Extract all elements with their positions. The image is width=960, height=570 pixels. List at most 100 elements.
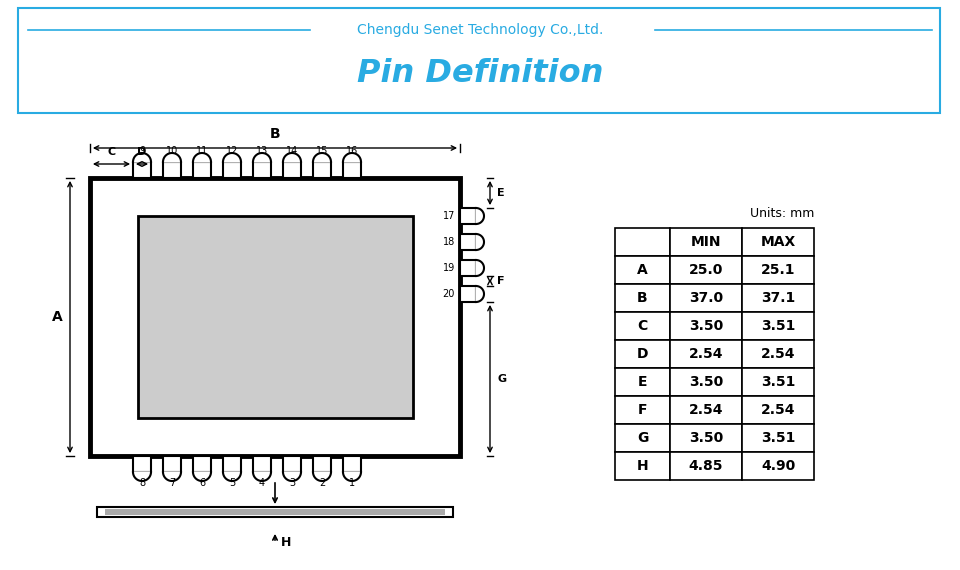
Text: 4: 4 [259,478,265,488]
Text: 25.0: 25.0 [689,263,723,277]
Polygon shape [283,153,301,162]
Text: Units: mm: Units: mm [750,207,814,220]
Bar [615,424,670,452]
Bar [313,162,331,178]
Bar [193,456,211,472]
Bar [460,260,476,276]
Bar [742,396,814,424]
Text: C: C [108,147,115,157]
Text: 2.54: 2.54 [688,347,723,361]
Bar [742,452,814,480]
Polygon shape [163,472,181,481]
Bar [615,452,670,480]
Bar [615,368,670,396]
Text: 37.1: 37.1 [761,291,795,305]
Text: 9: 9 [139,146,145,156]
Text: 15: 15 [316,146,328,156]
Polygon shape [476,208,484,224]
Bar [460,286,476,302]
Text: E: E [637,375,647,389]
Bar [138,216,413,418]
Polygon shape [343,472,361,481]
Text: 20: 20 [443,289,455,299]
Polygon shape [283,472,301,481]
Polygon shape [133,153,151,162]
Bar [670,424,742,452]
Bar [223,456,241,472]
Text: 5: 5 [228,478,235,488]
Polygon shape [313,472,331,481]
Bar [670,396,742,424]
Polygon shape [343,153,361,162]
Text: E: E [497,188,505,198]
Text: MAX: MAX [760,235,796,249]
Bar [133,456,151,472]
Bar [670,368,742,396]
Bar [253,456,271,472]
Bar [615,256,670,284]
Text: D: D [137,147,147,157]
Polygon shape [253,153,271,162]
Text: G: G [636,431,648,445]
Polygon shape [163,153,181,162]
Text: 25.1: 25.1 [760,263,795,277]
Polygon shape [223,153,241,162]
Bar [460,208,476,224]
Bar [163,456,181,472]
Text: 16: 16 [346,146,358,156]
Bar [742,228,814,256]
Bar [670,284,742,312]
Bar [283,162,301,178]
Text: 18: 18 [443,237,455,247]
Polygon shape [133,472,151,481]
Text: 3.50: 3.50 [689,431,723,445]
Polygon shape [476,286,484,302]
Text: 4.90: 4.90 [761,459,795,473]
Text: 14: 14 [286,146,299,156]
Text: 17: 17 [443,211,455,221]
Bar [343,456,361,472]
Bar [615,312,670,340]
Text: Pin Definition: Pin Definition [357,58,603,88]
Text: 8: 8 [139,478,145,488]
Text: 2.54: 2.54 [760,403,795,417]
Polygon shape [193,153,211,162]
Text: 7: 7 [169,478,175,488]
Text: B: B [270,127,280,141]
Text: G: G [497,374,506,384]
Bar [615,228,670,256]
Text: H: H [636,459,648,473]
Text: 2: 2 [319,478,325,488]
Polygon shape [223,472,241,481]
Text: 6: 6 [199,478,205,488]
Bar [670,340,742,368]
Bar [163,162,181,178]
Bar [615,340,670,368]
Bar [615,396,670,424]
Text: 37.0: 37.0 [689,291,723,305]
Text: 3: 3 [289,478,295,488]
Text: 2.54: 2.54 [760,347,795,361]
Text: 3.51: 3.51 [761,431,795,445]
Bar [670,228,742,256]
Bar [253,162,271,178]
Text: 3.51: 3.51 [761,375,795,389]
Text: F: F [497,276,505,286]
Text: 12: 12 [226,146,238,156]
Bar [670,256,742,284]
Text: 4.85: 4.85 [688,459,723,473]
Text: 10: 10 [166,146,179,156]
Bar [615,284,670,312]
Bar [18,8,940,113]
Bar [742,256,814,284]
Polygon shape [193,472,211,481]
Bar [343,162,361,178]
Text: MIN: MIN [691,235,721,249]
Bar [670,312,742,340]
Text: 3.51: 3.51 [761,319,795,333]
Bar [742,284,814,312]
Bar [223,162,241,178]
Text: F: F [637,403,647,417]
Bar [193,162,211,178]
Text: 13: 13 [256,146,268,156]
